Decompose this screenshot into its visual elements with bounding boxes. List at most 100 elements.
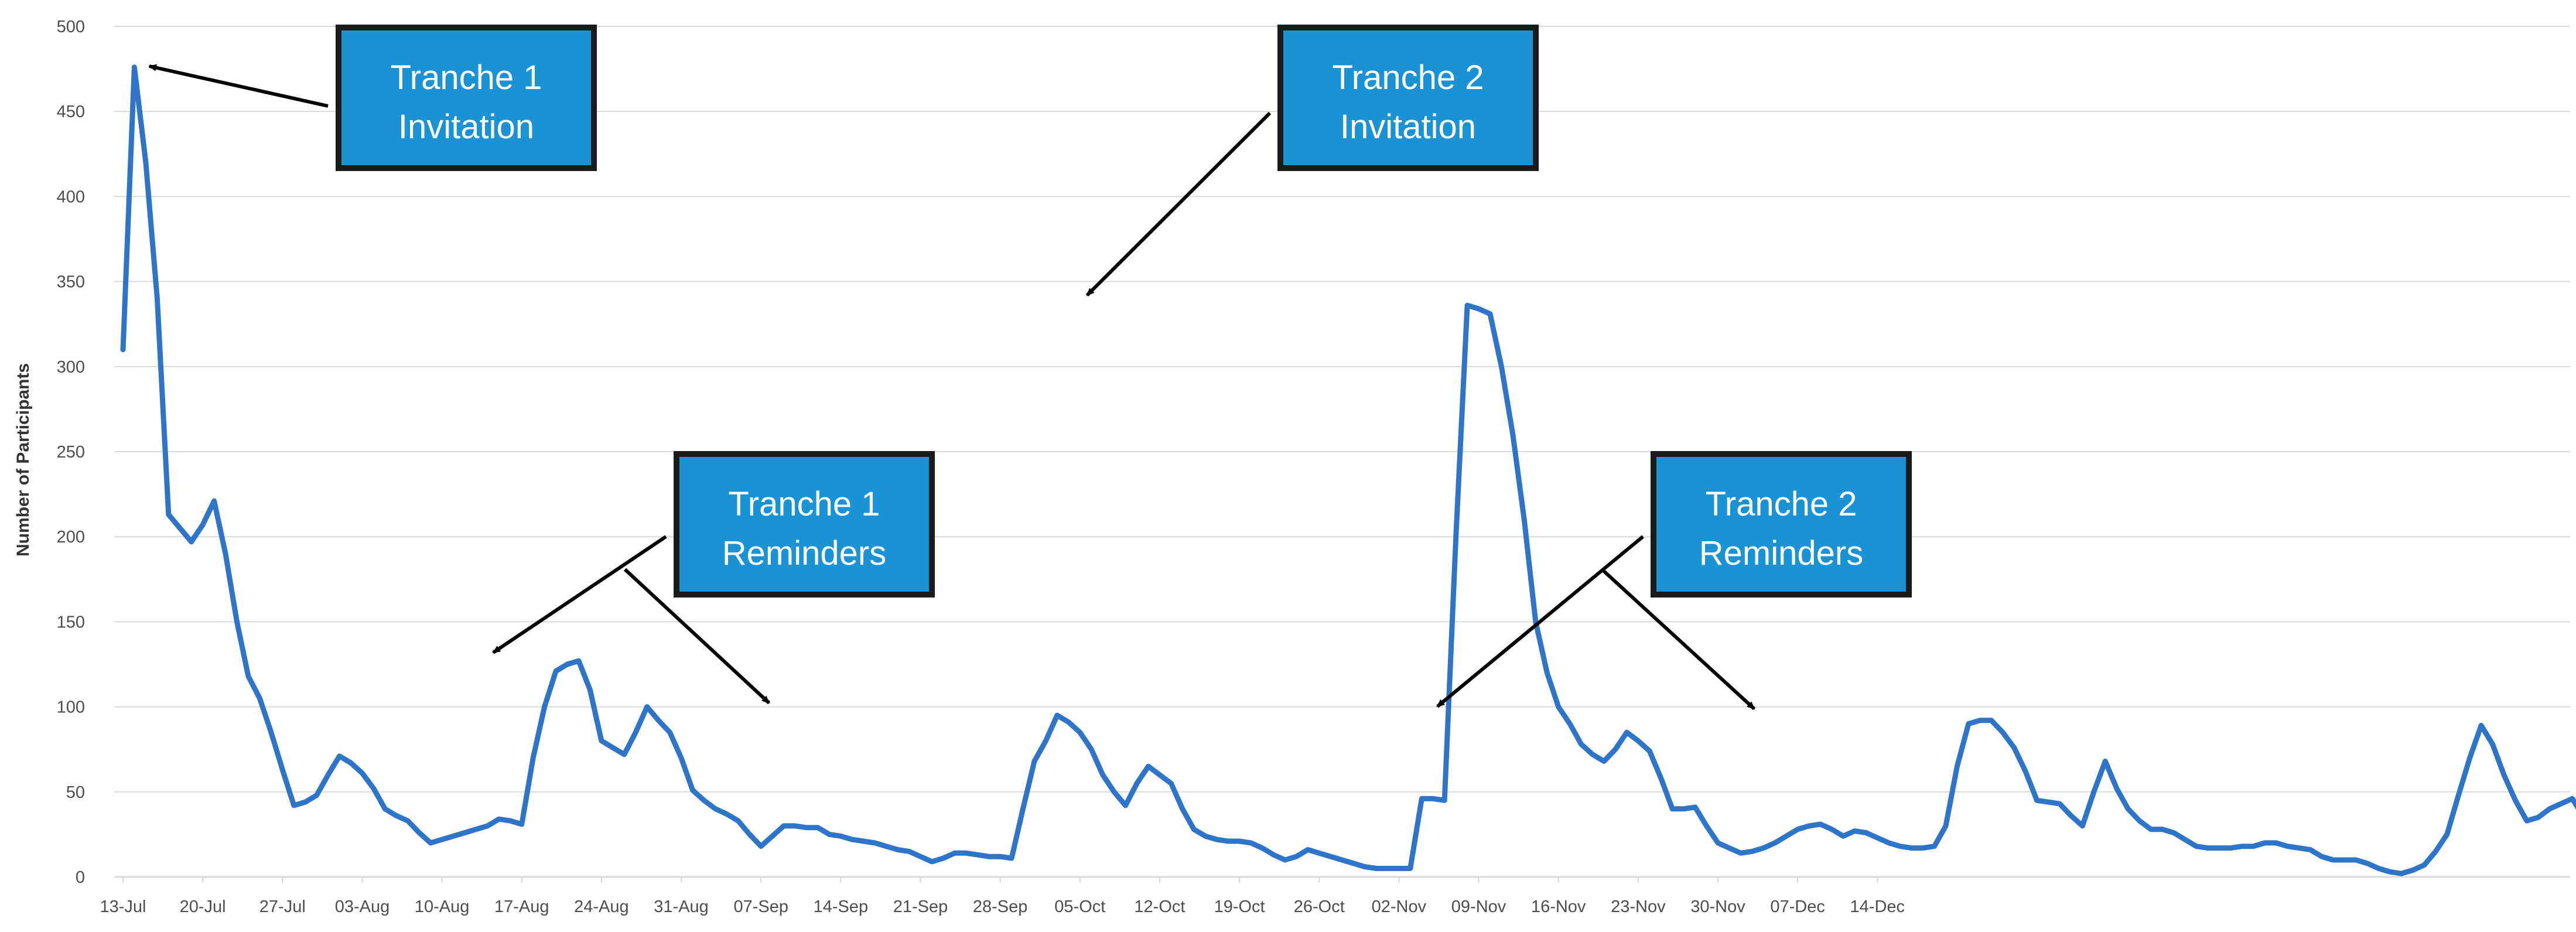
data-point	[2013, 746, 2015, 749]
data-point	[316, 794, 318, 797]
data-point	[988, 855, 990, 858]
y-tick-label: 150	[57, 613, 85, 631]
data-point	[760, 845, 762, 848]
data-point	[1580, 743, 1583, 745]
data-point	[475, 828, 477, 831]
x-tick-label: 27-Jul	[259, 897, 306, 916]
data-point	[1876, 837, 1878, 839]
x-tick-label: 26-Oct	[1294, 897, 1345, 916]
data-point	[578, 660, 580, 662]
data-point	[1295, 855, 1297, 858]
data-point	[544, 706, 546, 708]
data-point	[1774, 842, 1776, 844]
data-point	[1478, 308, 1480, 310]
data-point	[1500, 366, 1502, 368]
data-point	[2138, 820, 2141, 822]
x-tick-label: 30-Nov	[1690, 897, 1745, 916]
data-point	[224, 552, 227, 555]
y-tick-labels: 0 50 100 150 200 250 300 350 400 450 500	[57, 18, 85, 887]
x-tick-label: 10-Aug	[415, 897, 470, 916]
data-point	[1751, 850, 1753, 852]
data-point	[1671, 808, 1673, 810]
data-point	[2446, 833, 2448, 835]
data-point	[737, 820, 739, 822]
x-tick-label: 07-Dec	[1770, 897, 1825, 916]
data-point	[2116, 787, 2118, 790]
x-tick-label: 16-Nov	[1531, 897, 1586, 916]
data-point	[201, 524, 204, 526]
callout-tranche-2-reminders: Tranche 2 Reminders	[1651, 451, 1912, 598]
data-point	[965, 852, 967, 854]
annotation-arrow	[1436, 535, 1644, 708]
data-point	[862, 840, 865, 842]
data-point	[942, 857, 944, 859]
x-tick-label: 12-Oct	[1134, 897, 1185, 916]
x-tick-label: 02-Nov	[1372, 897, 1427, 916]
x-tick-label: 28-Sep	[973, 897, 1028, 916]
data-point	[281, 769, 283, 771]
data-point	[247, 675, 250, 677]
data-point	[1569, 723, 1571, 725]
data-point	[1056, 714, 1058, 716]
data-point	[1853, 830, 1856, 832]
data-point	[2047, 801, 2049, 803]
data-point	[350, 762, 352, 764]
data-point	[2548, 808, 2551, 810]
data-point	[589, 689, 591, 691]
data-point	[395, 815, 398, 817]
data-point	[1250, 842, 1252, 844]
y-tick-label: 50	[66, 783, 85, 802]
y-tick-label: 500	[57, 18, 85, 36]
x-tick-label: 17-Aug	[494, 897, 549, 916]
data-point	[2332, 859, 2334, 861]
data-point	[1067, 721, 1070, 723]
y-tick-label: 350	[57, 273, 85, 292]
annotation-arrow	[492, 535, 667, 654]
data-point	[1443, 799, 1446, 801]
data-point	[692, 789, 693, 791]
data-point	[145, 161, 147, 163]
callout-tranche-1-reminders: Tranche 1 Reminders	[674, 451, 935, 598]
y-tick-label: 200	[57, 528, 85, 547]
x-tick-label: 14-Dec	[1850, 897, 1905, 916]
y-tick-label: 250	[57, 443, 85, 462]
annotation-arrow	[1085, 111, 1272, 297]
data-point	[2434, 850, 2437, 852]
x-tick-labels: 13-Jul 20-Jul 27-Jul 03-Aug 10-Aug 17-Aug 24-A…	[100, 877, 1905, 916]
data-point	[2287, 845, 2288, 848]
data-point	[2537, 816, 2539, 818]
x-tick-label: 24-Aug	[574, 897, 629, 916]
callout-line2: Reminders	[722, 534, 886, 572]
data-point	[2264, 842, 2266, 844]
data-point	[1375, 868, 1377, 869]
data-point	[1455, 535, 1457, 538]
data-point	[2400, 872, 2403, 875]
x-tick-label: 31-Aug	[654, 897, 709, 916]
callout-tranche-2-invitation: Tranche 2 Invitation	[1277, 25, 1539, 171]
data-point	[168, 513, 170, 515]
y-tick-label: 450	[57, 103, 85, 121]
data-point	[908, 850, 910, 852]
data-point	[771, 835, 774, 837]
data-point	[749, 833, 751, 835]
data-point	[1933, 845, 1935, 848]
data-point	[1614, 748, 1617, 750]
data-point	[1204, 835, 1207, 837]
data-point	[600, 740, 603, 742]
data-point	[2492, 743, 2494, 745]
data-point	[441, 838, 443, 841]
data-point	[555, 670, 557, 672]
data-point	[1181, 808, 1184, 810]
data-point	[851, 838, 853, 841]
data-point	[646, 706, 648, 708]
data-points	[122, 66, 2574, 875]
data-point	[373, 787, 375, 790]
data-point	[1330, 855, 1332, 858]
data-point	[2161, 828, 2163, 831]
data-point	[1090, 748, 1092, 750]
data-point	[1022, 808, 1024, 810]
data-point	[2184, 838, 2186, 841]
data-point	[1808, 825, 1810, 827]
y-tick-label: 100	[57, 698, 85, 717]
